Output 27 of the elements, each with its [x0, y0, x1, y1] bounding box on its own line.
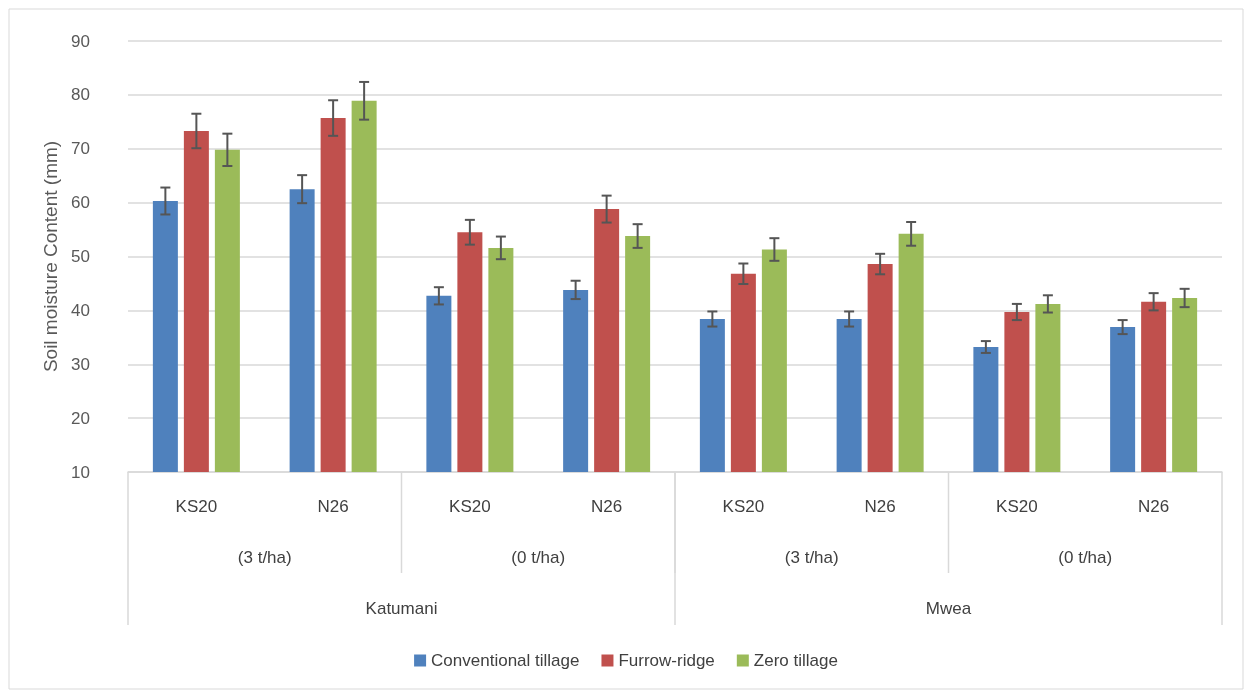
y-tick-label: 70: [71, 139, 90, 159]
y-axis-title: Soil moisture Content (mm): [40, 140, 61, 373]
y-tick-label: 40: [71, 300, 90, 320]
x-tick-label: N26: [864, 497, 896, 516]
text: (0 t/ha): [511, 547, 566, 567]
x-tick-label: KS20: [996, 497, 1038, 516]
x-tick-label: KS20: [722, 497, 765, 516]
text: (3 t/ha): [237, 547, 292, 567]
x-tick-label: N26: [317, 497, 349, 516]
y-tick-label: 60: [71, 193, 90, 213]
y-tick-label: 30: [71, 354, 90, 374]
text: (0 t/ha): [1058, 547, 1113, 567]
y-tick-label: 50: [71, 247, 90, 266]
x-tick-label: N26: [1138, 497, 1170, 516]
x-tick-label: KS20: [449, 497, 491, 516]
x-tick-label: N26: [591, 497, 623, 516]
text: Katumani: [365, 598, 438, 618]
text: (3 t/ha): [784, 547, 839, 567]
y-tick-label: 80: [71, 85, 90, 105]
x-tick-label: KS20: [175, 497, 218, 516]
legend-label: Zero tillage: [753, 651, 838, 670]
y-tick-label: 90: [71, 31, 90, 51]
legend-label: Conventional tillage: [431, 651, 580, 670]
text: Mwea: [925, 598, 972, 618]
y-tick-label: 20: [71, 408, 90, 428]
legend-label: Furrow-ridge: [618, 651, 715, 670]
y-tick-label: 10: [71, 462, 90, 482]
